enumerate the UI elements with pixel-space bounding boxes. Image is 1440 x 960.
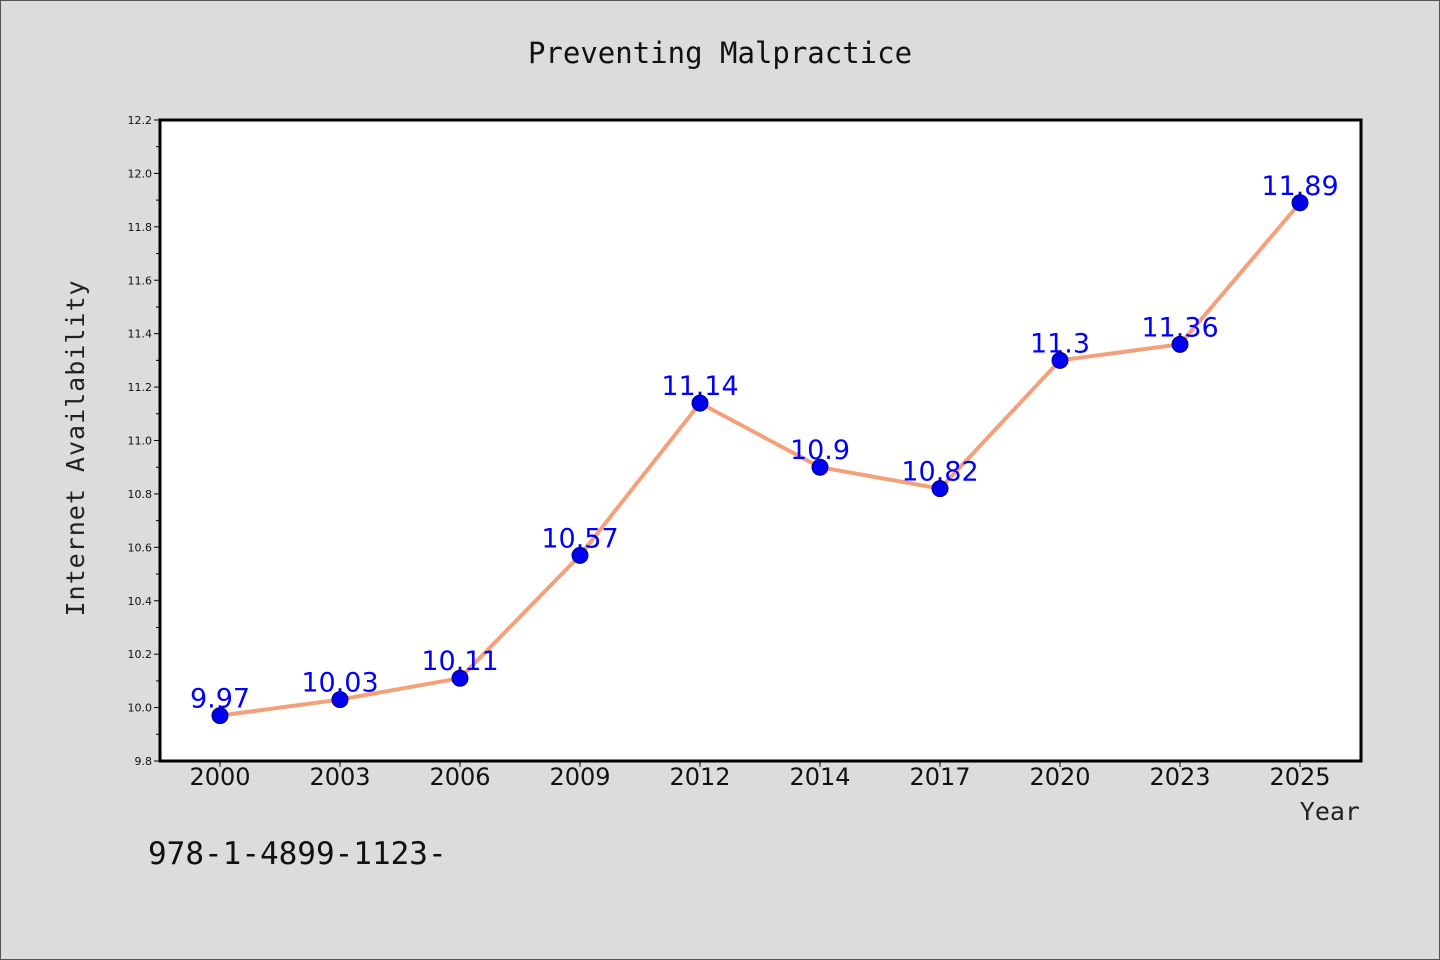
y-tick-label: 10.8 [128,488,153,501]
data-point [211,707,229,725]
y-tick-label: 11.8 [128,221,153,234]
y-tick-label: 12.2 [128,114,153,127]
x-tick-label: 2000 [189,763,250,791]
y-tick-label: 11.4 [128,328,153,341]
y-axis: 9.8 10.0 10.2 10.4 10.6 10.8 11.0 11.2 11.4 11.6 1… [128,114,160,768]
y-tick-label: 11.0 [128,435,153,448]
x-axis-label: Year [1300,797,1360,826]
chart-title: Preventing Malpractice [528,36,912,70]
y-tick-label: 11.2 [128,381,153,394]
data-point [451,669,469,687]
data-point [1291,194,1309,212]
y-tick-label: 10.6 [128,541,153,554]
data-point [1051,351,1069,369]
data-point [931,480,949,498]
x-tick-label: 2020 [1029,763,1090,791]
y-tick-label: 10.0 [128,702,153,715]
data-point [331,691,349,709]
x-tick-label: 2012 [669,763,730,791]
data-point [691,394,709,412]
data-point [811,458,829,476]
y-tick-label: 10.2 [128,648,153,661]
plot-area [158,118,1363,763]
y-tick-label: 11.6 [128,274,153,287]
series-line [218,200,1302,718]
x-tick-label: 2025 [1269,763,1330,791]
x-tick-label: 2003 [309,763,370,791]
x-tick-label: 2006 [429,763,490,791]
y-tick-label: 10.4 [128,595,153,608]
x-tick-label: 2023 [1149,763,1210,791]
data-point [571,546,589,564]
series-layer: 9.9710.0310.1110.5711.1410.910.8211.311.… [190,171,1339,725]
x-tick-label: 2009 [549,763,610,791]
y-axis-label: Internet Availability [61,279,90,616]
x-tick-label: 2017 [909,763,970,791]
isbn-annotation: 978-1-4899-1123- [148,836,447,872]
x-axis: 2000 2003 2006 2009 2012 2014 2017 2020 2023 2025 [189,761,1331,791]
data-point [1171,335,1189,353]
y-tick-label: 9.8 [135,755,153,768]
y-tick-label: 12.0 [128,167,153,180]
x-tick-label: 2014 [789,763,850,791]
